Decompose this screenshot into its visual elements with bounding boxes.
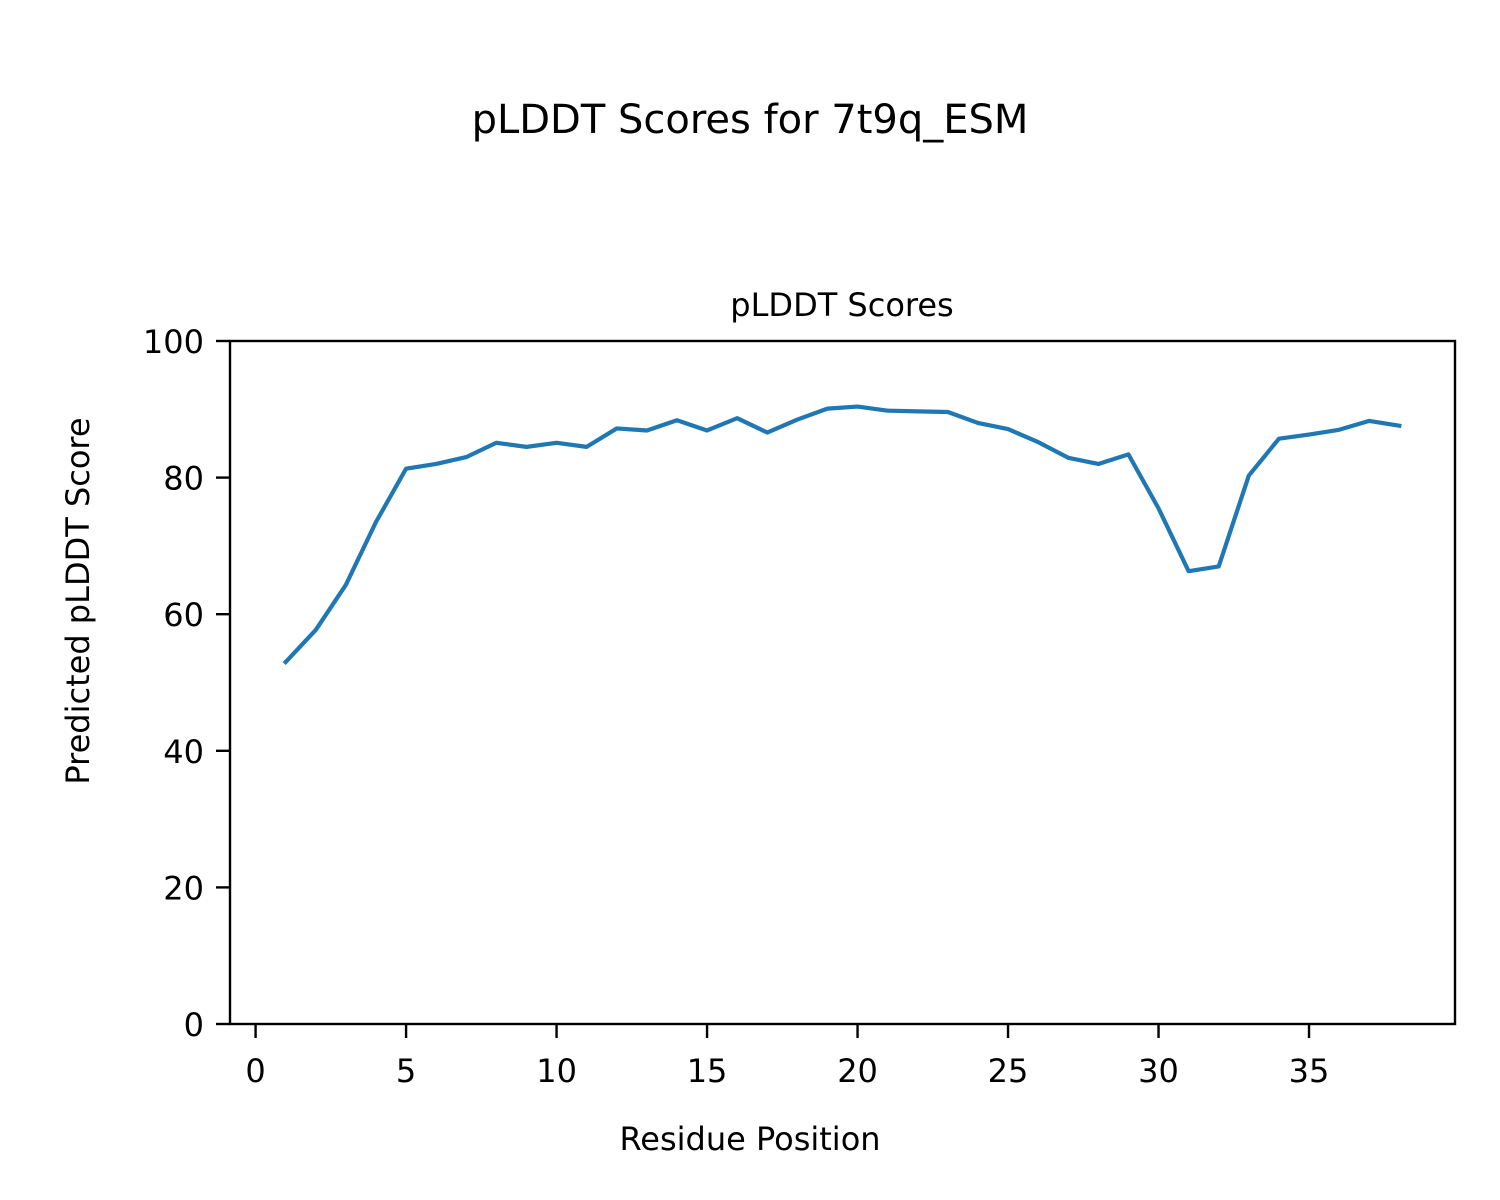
y-tick-label: 40 bbox=[163, 733, 204, 771]
x-tick-label: 5 bbox=[396, 1052, 416, 1090]
y-tick-label: 60 bbox=[163, 596, 204, 634]
plot-area bbox=[228, 339, 1457, 1026]
x-axis-label: Residue Position bbox=[619, 1120, 880, 1158]
y-tick-label: 100 bbox=[143, 323, 204, 361]
y-axis-ticks: 0 20 40 60 80 100 bbox=[143, 323, 230, 1044]
x-tick-label: 0 bbox=[245, 1052, 265, 1090]
x-tick-label: 35 bbox=[1289, 1052, 1330, 1090]
y-tick-label: 20 bbox=[163, 869, 204, 907]
x-axis-ticks: 0 5 10 15 20 25 30 35 bbox=[245, 1024, 1329, 1090]
plot-frame bbox=[228, 339, 1457, 1026]
chart-title: pLDDT Scores bbox=[730, 286, 953, 324]
x-tick-label: 20 bbox=[837, 1052, 878, 1090]
series-line-0 bbox=[282, 404, 1402, 665]
y-axis-label: Predicted pLDDT Score bbox=[59, 417, 97, 784]
y-tick-label: 0 bbox=[184, 1006, 204, 1044]
x-tick-label: 10 bbox=[536, 1052, 577, 1090]
x-tick-label: 15 bbox=[687, 1052, 728, 1090]
x-tick-label: 25 bbox=[988, 1052, 1029, 1090]
x-tick-label: 30 bbox=[1138, 1052, 1179, 1090]
y-tick-label: 80 bbox=[163, 460, 204, 498]
figure-title: pLDDT Scores for 7t9q_ESM bbox=[472, 97, 1029, 143]
series-layer bbox=[282, 404, 1402, 665]
